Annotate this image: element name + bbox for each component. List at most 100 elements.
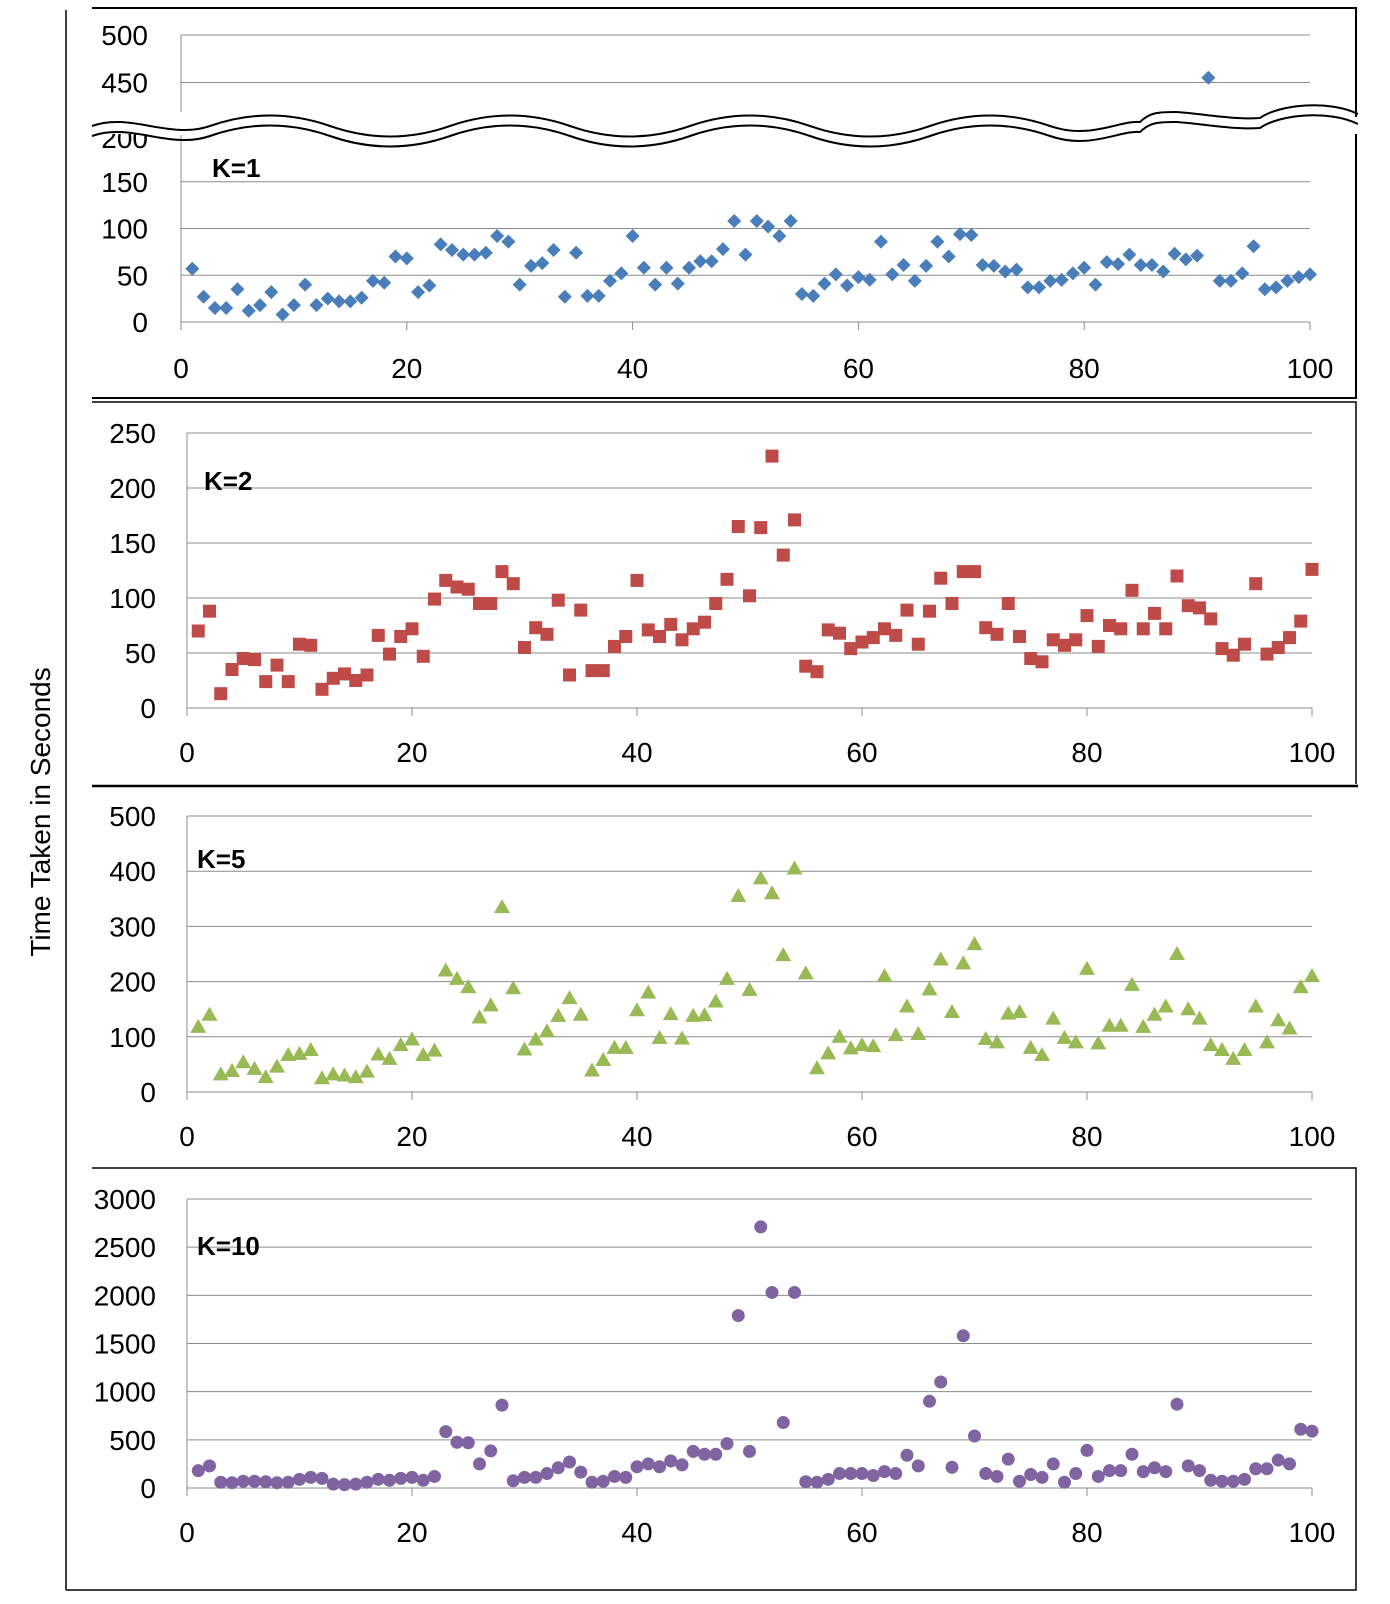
- data-point: [783, 214, 798, 229]
- data-point: [381, 1050, 398, 1065]
- data-point: [550, 1007, 567, 1022]
- data-point: [1214, 1042, 1230, 1057]
- data-point: [383, 1473, 396, 1487]
- data-point: [585, 1475, 599, 1489]
- x-tick-label: 60: [846, 1121, 877, 1152]
- data-point: [630, 1460, 644, 1474]
- y-tick-label: 400: [109, 856, 156, 887]
- data-point: [1133, 257, 1148, 272]
- data-point: [1181, 1459, 1195, 1473]
- data-point: [411, 285, 426, 300]
- data-point: [1226, 1474, 1240, 1488]
- data-point: [426, 1042, 443, 1057]
- data-point: [743, 1444, 756, 1458]
- x-tick-label: 80: [1069, 353, 1100, 384]
- data-point: [979, 621, 993, 635]
- data-point: [404, 1031, 420, 1046]
- data-point: [685, 1007, 702, 1022]
- data-point: [865, 1038, 882, 1053]
- data-point: [1111, 257, 1126, 272]
- x-tick-label: 40: [617, 353, 648, 384]
- data-point: [709, 597, 723, 610]
- data-point: [309, 298, 324, 313]
- data-point: [203, 1459, 216, 1473]
- data-point: [910, 1026, 927, 1041]
- data-point: [1291, 270, 1306, 285]
- data-point: [280, 1047, 297, 1062]
- data-point: [224, 1063, 240, 1078]
- data-series: [191, 449, 1319, 701]
- data-point: [878, 622, 891, 636]
- data-point: [320, 291, 335, 306]
- data-point: [617, 1039, 634, 1054]
- x-tick-label: 40: [621, 1517, 652, 1548]
- data-point: [1159, 1465, 1173, 1479]
- data-point: [1225, 1050, 1242, 1065]
- data-point: [584, 1062, 600, 1077]
- data-point: [1193, 601, 1206, 615]
- data-point: [359, 1063, 375, 1078]
- y-tick-label: 100: [109, 583, 156, 614]
- data-point: [1112, 1017, 1129, 1032]
- y-tick-label: 150: [109, 528, 156, 559]
- data-point: [201, 1006, 218, 1021]
- data-point: [907, 273, 922, 288]
- data-point: [259, 1475, 273, 1489]
- data-point: [482, 997, 499, 1012]
- data-point: [866, 1468, 880, 1482]
- data-point: [797, 965, 814, 980]
- data-point: [450, 1435, 464, 1449]
- data-point: [855, 1467, 869, 1481]
- data-point: [1226, 648, 1240, 662]
- data-point: [281, 675, 295, 689]
- data-point: [675, 1458, 689, 1472]
- data-point: [761, 219, 776, 234]
- data-point: [1103, 619, 1116, 632]
- data-point: [1146, 1006, 1163, 1021]
- data-point: [433, 237, 448, 252]
- data-point: [794, 286, 809, 301]
- data-point: [828, 267, 843, 282]
- data-point: [456, 247, 471, 262]
- data-point: [817, 276, 832, 291]
- data-point: [326, 1477, 340, 1491]
- y-tick-label: 2500: [94, 1232, 156, 1263]
- data-point: [1077, 260, 1092, 275]
- y-tick-label: 500: [109, 1425, 156, 1456]
- data-point: [596, 664, 610, 678]
- data-point: [1024, 652, 1038, 665]
- data-point: [968, 1429, 981, 1443]
- data-point: [670, 276, 685, 291]
- data-point: [1247, 998, 1264, 1013]
- data-point: [264, 285, 279, 300]
- x-tick-label: 0: [179, 737, 195, 768]
- data-point: [844, 642, 858, 656]
- data-point: [619, 630, 633, 643]
- data-point: [821, 623, 835, 637]
- data-point: [473, 597, 486, 610]
- data-point: [775, 947, 792, 962]
- data-point: [490, 228, 505, 243]
- data-point: [693, 254, 708, 269]
- data-point: [788, 513, 801, 527]
- data-point: [698, 615, 711, 629]
- data-point: [293, 1472, 306, 1486]
- panel-label: K=1: [212, 153, 260, 183]
- data-point: [253, 298, 268, 313]
- data-point: [934, 1375, 948, 1389]
- data-point: [1101, 1017, 1118, 1032]
- data-point: [664, 1454, 678, 1468]
- data-point: [885, 267, 900, 282]
- y-tick-label: 0: [140, 693, 156, 724]
- data-point: [1181, 599, 1195, 613]
- x-tick-label: 60: [846, 737, 877, 768]
- data-point: [437, 962, 454, 977]
- data-point: [338, 1478, 351, 1492]
- data-point: [428, 592, 441, 606]
- data-point: [945, 1460, 959, 1474]
- data-point: [1009, 262, 1024, 277]
- data-point: [840, 278, 855, 293]
- data-point: [196, 289, 211, 304]
- data-point: [360, 668, 374, 682]
- data-point: [866, 631, 880, 645]
